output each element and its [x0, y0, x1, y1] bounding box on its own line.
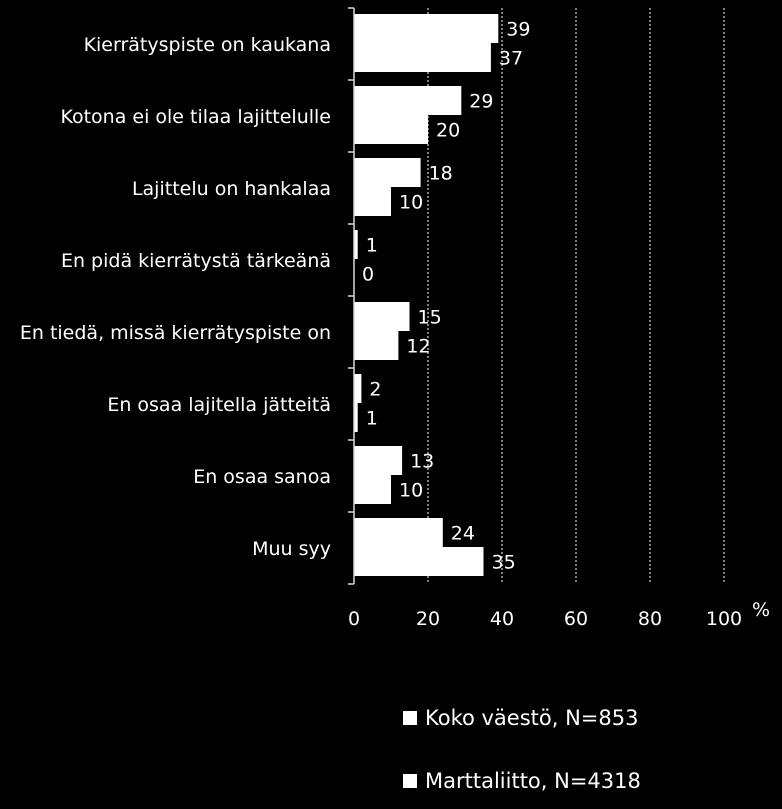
data-label-0-0: 39	[506, 19, 530, 41]
data-label-1-6: 10	[399, 480, 423, 502]
data-label-0-6: 13	[410, 451, 434, 473]
bar-koko-vaesto-1	[354, 86, 462, 115]
bar-marttaliitto-5	[354, 403, 358, 432]
category-label-6: En osaa sanoa	[193, 466, 331, 488]
data-label-1-1: 20	[436, 120, 460, 142]
bar-koko-vaesto-2	[354, 158, 421, 187]
bar-koko-vaesto-6	[354, 446, 403, 475]
bar-marttaliitto-6	[354, 475, 391, 504]
bar-marttaliitto-4	[354, 331, 399, 360]
category-label-5: En osaa lajitella jätteitä	[107, 394, 331, 416]
data-label-0-4: 15	[418, 307, 442, 329]
bar-koko-vaesto-4	[354, 302, 410, 331]
data-label-0-3: 1	[366, 235, 378, 257]
bar-marttaliitto-2	[354, 187, 391, 216]
bar-koko-vaesto-5	[354, 374, 362, 403]
category-label-2: Lajittelu on hankalaa	[132, 178, 331, 200]
data-label-0-2: 18	[429, 163, 453, 185]
data-label-1-2: 10	[399, 192, 423, 214]
legend-label-marttaliitto: Marttaliitto, N=4318	[425, 769, 641, 793]
legend-swatch-marttaliitto	[403, 774, 417, 788]
category-label-0: Kierrätyspiste on kaukana	[84, 34, 331, 56]
category-label-4: En tiedä, missä kierrätyspiste on	[20, 322, 331, 344]
bar-koko-vaesto-3	[354, 230, 358, 259]
bar-marttaliitto-0	[354, 43, 491, 72]
data-label-1-7: 35	[492, 552, 516, 574]
data-label-1-5: 1	[366, 408, 378, 430]
x-tick-label-80: 80	[638, 608, 662, 630]
legend-label-koko-vaesto: Koko väestö, N=853	[425, 706, 639, 730]
x-tick-label-0: 0	[348, 608, 360, 630]
bar-koko-vaesto-0	[354, 14, 499, 43]
data-label-1-3: 0	[362, 264, 374, 286]
category-label-7: Muu syy	[252, 538, 331, 560]
legend-swatch-koko-vaesto	[403, 711, 417, 725]
bar-marttaliitto-7	[354, 547, 484, 576]
category-label-1: Kotona ei ole tilaa lajittelulle	[60, 106, 331, 128]
data-label-0-1: 29	[469, 91, 493, 113]
data-label-1-4: 12	[406, 336, 430, 358]
legend-item-marttaliitto: Marttaliitto, N=4318	[403, 769, 641, 793]
data-label-0-7: 24	[451, 523, 475, 545]
category-label-3: En pidä kierrätystä tärkeänä	[61, 250, 331, 272]
bar-marttaliitto-1	[354, 115, 428, 144]
legend-item-koko-vaesto: Koko väestö, N=853	[403, 706, 639, 730]
x-tick-label-40: 40	[490, 608, 514, 630]
data-label-0-5: 2	[369, 379, 381, 401]
bar-koko-vaesto-7	[354, 518, 443, 547]
x-tick-label-60: 60	[564, 608, 588, 630]
x-axis-unit-label: %	[752, 599, 770, 621]
data-label-1-0: 37	[499, 48, 523, 70]
x-tick-label-100: 100	[706, 608, 742, 630]
x-tick-label-20: 20	[416, 608, 440, 630]
